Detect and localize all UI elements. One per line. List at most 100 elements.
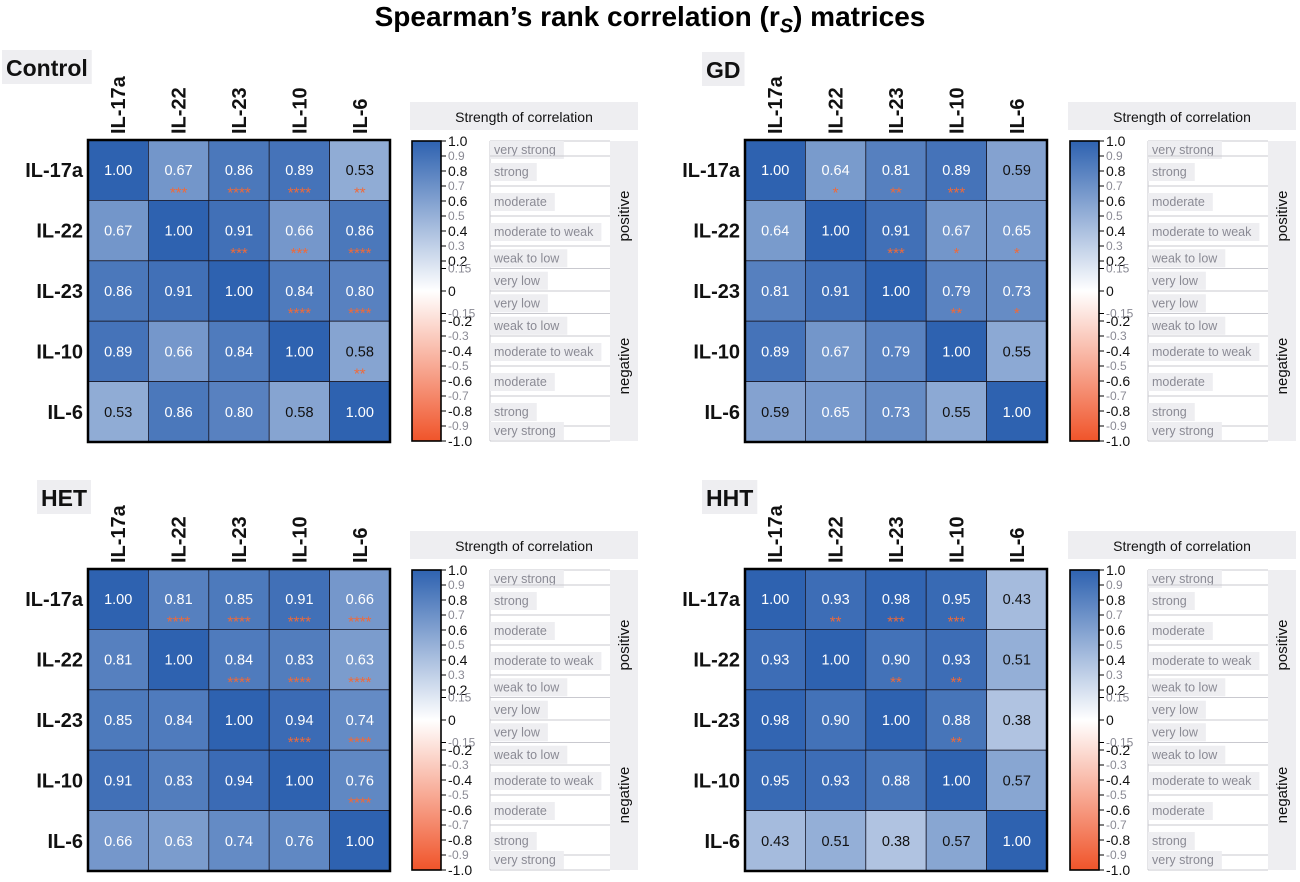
strength-band-background xyxy=(1148,622,1213,640)
strength-band-background xyxy=(1148,249,1226,268)
significance-stars: * xyxy=(833,184,839,201)
strength-band-background xyxy=(1148,141,1222,159)
colorbar-tick-label: -0.3 xyxy=(1106,329,1127,343)
cell-value: 0.84 xyxy=(225,653,253,669)
cell-value: 0.88 xyxy=(882,773,910,789)
cell-value: 1.00 xyxy=(882,713,910,729)
heatmap-cell xyxy=(744,689,806,751)
row-label: IL-23 xyxy=(693,710,740,732)
heatmap-cell xyxy=(865,381,927,443)
colorbar-tick-label: -0.2 xyxy=(1106,313,1130,329)
heatmap-cell xyxy=(208,749,270,812)
row-label: IL-10 xyxy=(693,341,740,363)
colorbar-tick-label: -0.8 xyxy=(1106,832,1130,848)
cell-value: 0.89 xyxy=(285,163,313,179)
cell-value: 0.95 xyxy=(761,773,789,789)
colorbar-tick-label: -0.15 xyxy=(1106,736,1134,750)
colorbar-tick-label: 0.15 xyxy=(1106,691,1130,705)
panel-title-background xyxy=(702,52,745,86)
significance-stars: **** xyxy=(288,734,312,751)
heatmap-cell xyxy=(865,139,927,201)
cell-value: 0.86 xyxy=(225,163,253,179)
cell-value: 0.66 xyxy=(346,592,374,608)
cell-value: 1.00 xyxy=(761,592,789,608)
heatmap-cell xyxy=(986,139,1048,201)
colorbar-tick-label: 0.5 xyxy=(1106,638,1123,652)
cell-value: 1.00 xyxy=(285,773,313,789)
strength-band-background xyxy=(1148,343,1260,361)
strength-band-background xyxy=(490,678,568,697)
colorbar-tick-label: -0.6 xyxy=(448,373,472,389)
cell-value: 1.00 xyxy=(942,344,970,360)
colorbar-tick-label: 0.9 xyxy=(448,149,465,163)
cell-value: 0.63 xyxy=(164,834,192,850)
cell-value: 0.91 xyxy=(821,284,849,300)
cell-value: 0.93 xyxy=(821,773,849,789)
colorbar-tick-label: 0.7 xyxy=(448,608,465,622)
colorbar-tick-label: -1.0 xyxy=(448,862,472,878)
strength-band-label: very strong xyxy=(494,143,556,157)
significance-stars: **** xyxy=(227,613,251,630)
side-label-negative: negative xyxy=(616,338,633,395)
cell-value: 0.66 xyxy=(164,344,192,360)
colorbar-tick-label: -0.7 xyxy=(1106,389,1127,403)
significance-stars: **** xyxy=(227,184,251,201)
strength-band-background xyxy=(1148,802,1213,820)
strength-band-background xyxy=(490,832,537,850)
cell-value: 0.74 xyxy=(225,834,253,850)
panel-title: GD xyxy=(706,57,741,83)
legend: Strength of correlation1.00.90.80.70.60.… xyxy=(410,102,638,449)
colorbar-tick-label: 0.2 xyxy=(448,682,468,698)
significance-stars: *** xyxy=(887,245,905,262)
colorbar-tick-label: -0.7 xyxy=(448,818,469,832)
cell-value: 0.98 xyxy=(761,713,789,729)
strength-band-label: strong xyxy=(494,405,529,419)
heatmap-cell xyxy=(986,381,1048,443)
side-strip-negative xyxy=(1268,720,1296,870)
cell-value: 0.79 xyxy=(942,284,970,300)
row-label: IL-23 xyxy=(36,281,83,303)
significance-stars: **** xyxy=(348,245,372,262)
strength-band-label: very strong xyxy=(494,853,556,867)
strength-band-background xyxy=(1148,723,1206,742)
column-label: IL-6 xyxy=(350,527,372,563)
colorbar-tick-label: -0.3 xyxy=(448,329,469,343)
cell-value: 0.94 xyxy=(285,713,313,729)
colorbar-tick-label: -0.5 xyxy=(448,788,469,802)
panel-title: HHT xyxy=(706,485,753,511)
heatmap-cell xyxy=(329,689,391,751)
side-strip-negative xyxy=(610,291,638,441)
strength-band-background xyxy=(490,422,564,440)
side-strip-positive xyxy=(610,570,638,720)
strength-band-label: moderate xyxy=(1152,375,1205,389)
strength-band-label: very strong xyxy=(1152,572,1214,586)
cell-value: 1.00 xyxy=(104,163,132,179)
strength-band-background xyxy=(490,622,555,640)
cell-value: 0.66 xyxy=(104,834,132,850)
strength-band-background xyxy=(490,700,548,719)
cell-value: 0.86 xyxy=(104,284,132,300)
strength-band-label: weak to low xyxy=(1151,251,1218,265)
significance-stars: **** xyxy=(288,305,312,322)
strength-band-background xyxy=(1148,851,1222,869)
cell-value: 1.00 xyxy=(1003,405,1031,421)
cell-value: 0.76 xyxy=(346,773,374,789)
heatmap-cell xyxy=(208,199,270,262)
strength-band-label: very low xyxy=(494,296,541,310)
column-label: IL-17a xyxy=(765,504,787,563)
side-label-positive: positive xyxy=(616,191,633,242)
significance-stars: *** xyxy=(948,184,966,201)
strength-band-label: moderate to weak xyxy=(1152,654,1252,668)
cell-value: 0.55 xyxy=(942,405,970,421)
panel-het: HET IL-17a IL-22 IL-23 IL-10 IL-6 IL-17a IL-22 I… xyxy=(25,480,638,878)
strength-band-background xyxy=(490,193,555,211)
significance-stars: ** xyxy=(830,613,842,630)
column-label: IL-23 xyxy=(886,87,908,134)
panel-gd: GD IL-17a IL-22 IL-23 IL-10 IL-6 IL-17a IL-22 IL… xyxy=(682,52,1296,449)
strength-band-background xyxy=(1148,652,1260,670)
strength-band-background xyxy=(490,141,564,159)
cell-value: 0.81 xyxy=(104,653,132,669)
colorbar-tick-label: 0.4 xyxy=(448,652,468,668)
heatmap-cell xyxy=(744,199,806,262)
heatmap-cell xyxy=(986,320,1048,383)
